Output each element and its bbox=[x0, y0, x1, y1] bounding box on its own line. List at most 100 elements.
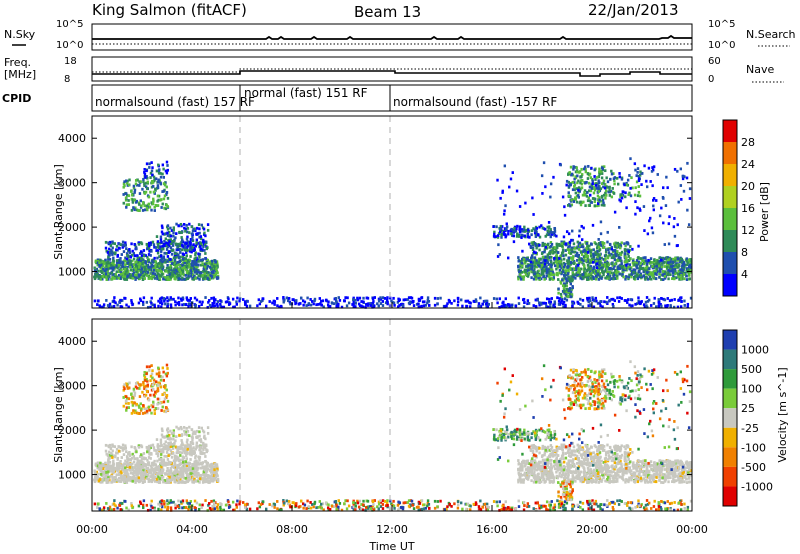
power-cell bbox=[209, 274, 213, 277]
power-cell bbox=[150, 249, 153, 253]
power-cell bbox=[125, 267, 128, 271]
power-cell bbox=[616, 270, 619, 273]
velocity-cell bbox=[176, 472, 179, 476]
power-cell bbox=[424, 303, 427, 307]
power-cell bbox=[540, 174, 544, 178]
power-cell bbox=[578, 234, 581, 238]
power-cell bbox=[417, 305, 420, 309]
power-cell bbox=[96, 261, 100, 265]
power-cell bbox=[550, 265, 553, 269]
power-cell bbox=[591, 179, 594, 183]
power-cell bbox=[569, 262, 572, 266]
velocity-cell bbox=[133, 469, 136, 473]
velocity-cell bbox=[202, 470, 206, 474]
velocity-cell bbox=[115, 463, 119, 467]
velocity-cell bbox=[134, 481, 137, 484]
power-cell bbox=[570, 173, 573, 177]
power-cell bbox=[496, 234, 500, 238]
power-cell bbox=[602, 185, 605, 189]
power-cell bbox=[152, 199, 155, 203]
power-cell bbox=[149, 243, 153, 247]
power-cell bbox=[125, 203, 129, 207]
power-cell bbox=[276, 297, 279, 300]
power-cell bbox=[132, 206, 135, 210]
power-cell bbox=[201, 262, 204, 266]
power-cell bbox=[589, 193, 592, 197]
power-cell bbox=[147, 253, 151, 256]
power-cell bbox=[98, 275, 102, 278]
power-cell bbox=[688, 277, 692, 281]
power-cell bbox=[199, 245, 202, 248]
velocity-cell bbox=[205, 474, 209, 477]
power-cell bbox=[654, 277, 658, 281]
power-cell bbox=[544, 261, 547, 264]
power-cell bbox=[625, 259, 628, 263]
power-cell bbox=[478, 304, 481, 308]
power-cell bbox=[128, 178, 131, 182]
power-cell bbox=[577, 244, 580, 248]
power-cell bbox=[652, 263, 656, 267]
power-cell bbox=[181, 255, 185, 259]
power-cell bbox=[636, 277, 640, 281]
power-cell bbox=[593, 200, 596, 204]
power-cell bbox=[161, 202, 164, 206]
power-cell bbox=[166, 260, 169, 263]
power-cell bbox=[151, 166, 154, 170]
power-cell bbox=[157, 272, 160, 276]
power-cell bbox=[559, 260, 562, 264]
power-cell bbox=[547, 263, 551, 266]
velocity-cell bbox=[155, 465, 159, 469]
power-cell bbox=[146, 247, 149, 251]
power-cell bbox=[201, 240, 205, 244]
freq-unit: [MHz] bbox=[4, 68, 36, 81]
power-cell bbox=[571, 286, 574, 290]
power-cell bbox=[472, 299, 475, 303]
power-cell bbox=[585, 277, 589, 281]
power-cell bbox=[593, 175, 596, 178]
power-cell bbox=[143, 182, 146, 186]
power-cell bbox=[613, 244, 617, 248]
velocity-cell bbox=[115, 473, 118, 477]
power-cell bbox=[519, 260, 523, 263]
power-cell bbox=[623, 242, 626, 246]
power-cell bbox=[162, 175, 166, 179]
power-cell bbox=[579, 200, 582, 204]
power-cell bbox=[135, 183, 139, 187]
power-cell bbox=[525, 229, 529, 233]
power-cell bbox=[592, 191, 596, 195]
power-cell bbox=[111, 246, 114, 250]
power-cell bbox=[533, 275, 537, 278]
power-cell bbox=[564, 253, 568, 257]
power-cell bbox=[588, 296, 591, 300]
power-cell bbox=[179, 297, 183, 301]
power-cell bbox=[653, 296, 656, 300]
power-cell bbox=[551, 251, 555, 255]
power-cell bbox=[167, 266, 170, 270]
power-cell bbox=[176, 262, 180, 266]
noise-right-tick-bottom: 10^0 bbox=[708, 40, 735, 51]
velocity-cell bbox=[147, 480, 150, 483]
power-cell bbox=[312, 302, 315, 306]
velocity-cell bbox=[157, 481, 161, 484]
velocity-cell bbox=[97, 479, 101, 483]
power-cell bbox=[627, 258, 631, 262]
power-cell bbox=[541, 255, 545, 259]
velocity-cell bbox=[173, 464, 177, 468]
power-cell bbox=[627, 275, 631, 279]
power-cell bbox=[599, 244, 603, 247]
power-cell bbox=[161, 163, 165, 167]
power-cell bbox=[561, 267, 565, 271]
power-cell bbox=[177, 296, 180, 300]
power-cell bbox=[638, 275, 642, 279]
power-cell bbox=[186, 259, 190, 263]
power-cell bbox=[612, 192, 616, 195]
power-cell bbox=[605, 176, 608, 180]
power-cell bbox=[163, 299, 166, 303]
power-cell bbox=[604, 182, 607, 186]
velocity-cell bbox=[102, 476, 106, 480]
power-cell bbox=[199, 258, 203, 262]
power-cell bbox=[617, 255, 621, 259]
power-cell bbox=[598, 276, 601, 279]
power-cell bbox=[617, 267, 620, 271]
power-cell bbox=[548, 225, 551, 229]
